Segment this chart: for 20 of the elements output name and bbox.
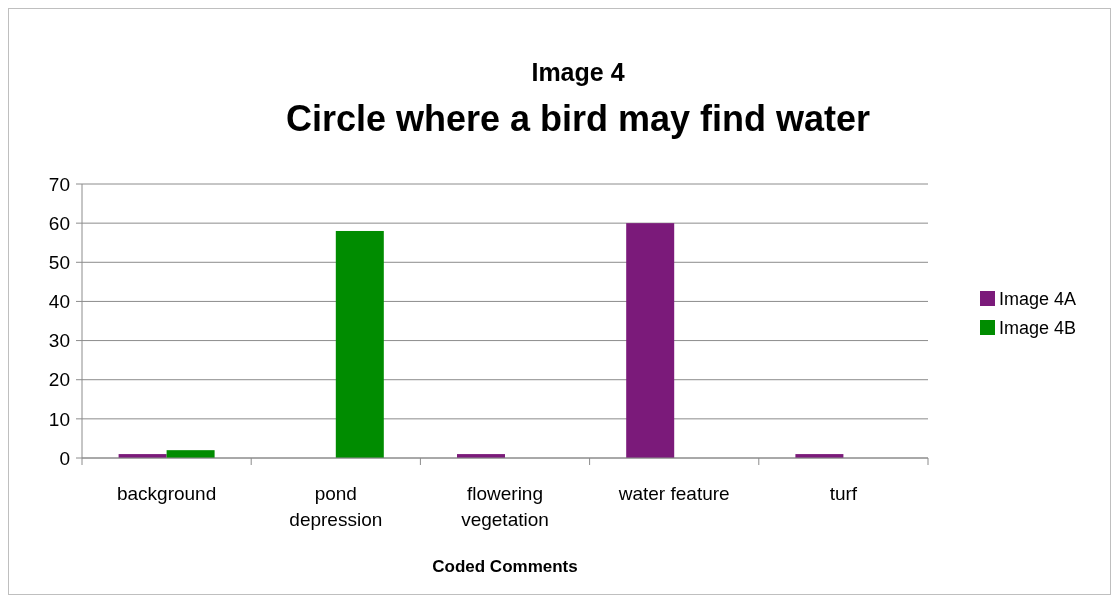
legend-label: Image 4A	[999, 289, 1077, 310]
x-tick-label: turf	[829, 483, 858, 504]
x-axis-title: Coded Comments	[432, 557, 578, 576]
x-tick-label: flowering vegetation	[461, 483, 549, 530]
legend-label: Image 4B	[999, 318, 1077, 339]
y-tick-label: 30	[48, 330, 70, 352]
x-tick-label: background	[116, 483, 217, 504]
y-tick-label: 50	[48, 251, 70, 273]
y-tick-label: 60	[48, 212, 70, 234]
y-tick-label: 70	[48, 173, 70, 195]
chart-title: Image 4	[531, 58, 625, 86]
x-tick-label: pond depression	[289, 483, 383, 530]
x-tick-label: water feature	[617, 483, 730, 504]
bar	[335, 230, 384, 458]
y-tick-label: 40	[48, 291, 70, 313]
y-tick-label: 20	[48, 369, 70, 391]
y-tick-label: 0	[59, 447, 70, 469]
chart-subtitle: Circle where a bird may find water	[285, 98, 871, 139]
bar	[626, 223, 675, 458]
y-tick-label: 10	[48, 408, 70, 430]
